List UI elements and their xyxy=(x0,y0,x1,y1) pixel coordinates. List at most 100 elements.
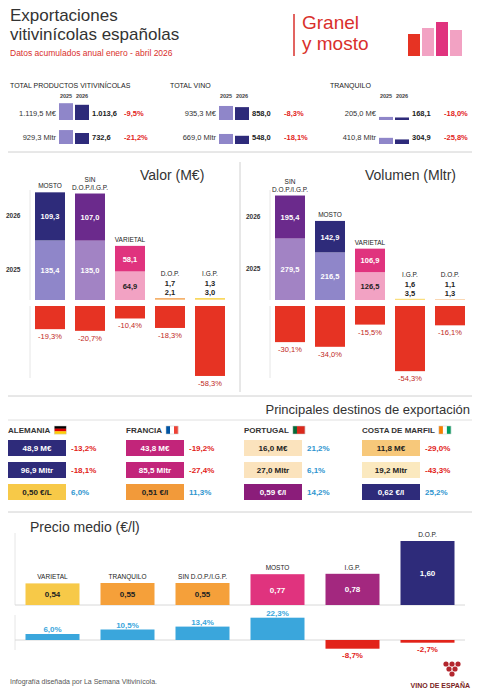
bar-segment xyxy=(35,240,65,300)
destination-value: 85,5 Mltr xyxy=(139,466,171,475)
year-label: 2025 xyxy=(60,93,72,99)
bar-segment xyxy=(35,192,65,240)
country-name: PORTUGAL xyxy=(244,426,289,435)
change-label: -10,4% xyxy=(118,321,142,330)
value-2026: 1.013,6 xyxy=(92,109,117,118)
category-label: D.O.P. xyxy=(441,271,460,278)
data-label: 2,1 xyxy=(165,288,175,297)
category-label: VARIETAL xyxy=(37,573,68,580)
data-label: 126,5 xyxy=(361,282,380,291)
destination-value: 48,9 M€ xyxy=(23,444,52,453)
price-bar xyxy=(251,574,305,605)
bar-segment xyxy=(395,298,425,299)
change-bar xyxy=(155,306,185,328)
destination-value: 11,8 M€ xyxy=(377,444,406,453)
change-label: 22,3% xyxy=(266,609,289,618)
range-axis xyxy=(30,190,31,300)
destination-change: -19,2% xyxy=(189,444,214,453)
decor xyxy=(408,34,420,56)
bar-segment xyxy=(155,299,185,300)
data-label: 0,55 xyxy=(195,590,211,599)
category-label: TRANQUILO xyxy=(109,573,147,581)
price-bar xyxy=(401,541,455,605)
data-label: 135,0 xyxy=(81,266,100,275)
data-label: 1,7 xyxy=(165,279,175,288)
category-label: MOSTO xyxy=(38,182,62,189)
category-label: D.O.P. xyxy=(418,531,437,538)
flag-stripe xyxy=(301,426,305,434)
destination-change: -18,1% xyxy=(71,466,96,475)
destination-box xyxy=(8,440,66,456)
destination-value: 96,9 Mltr xyxy=(21,466,53,475)
destination-change: 21,2% xyxy=(307,444,330,453)
destination-box xyxy=(362,484,420,500)
text-line: y mosto xyxy=(302,33,369,54)
destination-box xyxy=(244,440,302,456)
change-label: -18,3% xyxy=(158,331,182,340)
destination-box xyxy=(8,484,66,500)
data-label: 0,54 xyxy=(45,590,61,599)
summary-bar xyxy=(75,105,89,120)
data-label: 279,5 xyxy=(281,265,300,274)
data-label: 0,78 xyxy=(345,585,361,594)
series-label: 2026 xyxy=(6,212,21,219)
change-bar xyxy=(435,306,465,325)
change-bar xyxy=(355,306,385,325)
change-bars xyxy=(275,306,465,371)
bar-segment xyxy=(435,299,465,300)
change-bar xyxy=(75,306,105,331)
summary-bar xyxy=(379,117,393,120)
category-label: D.O.P. xyxy=(161,270,180,277)
destination-box xyxy=(126,440,184,456)
logo-dot xyxy=(443,661,448,666)
category-label: SIND.O.P./I.G.P. xyxy=(272,178,308,193)
change: -18,0% xyxy=(444,109,468,118)
range-axis xyxy=(15,615,16,650)
category-label: SIN D.O.P./I.G.P. xyxy=(178,573,227,580)
value-2026: 168,1 xyxy=(412,109,431,118)
change-bar xyxy=(401,640,455,643)
value-2025: 935,3 M€ xyxy=(185,109,217,118)
range-axis xyxy=(270,306,271,378)
summary-bar xyxy=(235,136,249,144)
destination-value: 0,59 €/l xyxy=(260,488,287,497)
destination-value: 19,2 Mltr xyxy=(375,466,407,475)
flag-stripe xyxy=(174,426,178,434)
flag-frame xyxy=(293,426,305,434)
bar-segment xyxy=(315,252,345,300)
data-label: 216,5 xyxy=(321,272,340,281)
panel-divider xyxy=(240,162,241,392)
data-label: 1,3 xyxy=(445,289,455,298)
flag-stripe xyxy=(447,426,451,434)
category-label: I.G.P. xyxy=(202,270,218,277)
credit: Infografía diseñada por La Semana Vitivi… xyxy=(10,678,157,686)
summary-bar xyxy=(395,139,409,144)
change: -21,2% xyxy=(124,133,148,142)
badge-rule xyxy=(293,14,295,56)
range-axis xyxy=(30,306,31,378)
summary-bar xyxy=(219,106,233,120)
change-bar xyxy=(195,306,225,376)
destination-change: -43,3% xyxy=(425,466,450,475)
range-axis xyxy=(270,190,271,300)
destination-value: 43,8 M€ xyxy=(141,444,170,453)
destination-box xyxy=(244,484,302,500)
change-bar xyxy=(26,634,80,640)
change-label: -34,0% xyxy=(318,350,342,359)
value-2025: 1.119,5 M€ xyxy=(19,109,57,118)
destination-value: 0,50 €/L xyxy=(22,488,51,497)
logo-dot xyxy=(449,661,454,666)
change-bar xyxy=(115,306,145,318)
price-bars xyxy=(26,541,455,605)
country-name: FRANCIA xyxy=(126,426,162,435)
category-label: VARIETAL xyxy=(115,236,146,243)
change-bar xyxy=(35,306,65,329)
category-label: VARIETAL xyxy=(355,239,386,246)
text-line: D.O.P./I.G.P. xyxy=(72,184,108,191)
change-label: -19,3% xyxy=(38,332,62,341)
flag xyxy=(439,426,451,434)
chart-title: Volumen (Mltr) xyxy=(365,167,456,183)
title: Exportacionesvitivinícolas españolas xyxy=(10,6,179,44)
change: -8,3% xyxy=(284,109,304,118)
change-label: -8,7% xyxy=(342,651,363,660)
